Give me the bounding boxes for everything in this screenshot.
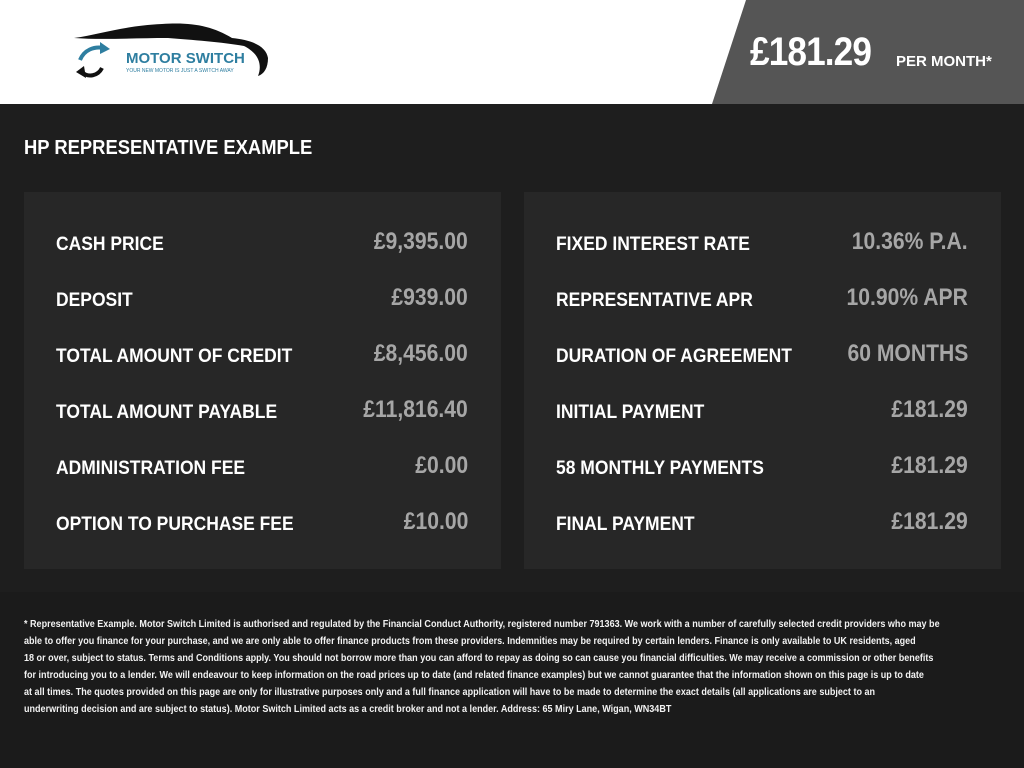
row-value: £181.29 (891, 452, 968, 479)
finance-row: OPTION TO PURCHASE FEE £10.00 (56, 508, 468, 538)
section-title: HP REPRESENTATIVE EXAMPLE (24, 137, 313, 159)
row-label: INITIAL PAYMENT (556, 402, 705, 423)
row-label: DURATION OF AGREEMENT (556, 346, 792, 367)
svg-text:MOTOR SWITCH: MOTOR SWITCH (126, 50, 245, 67)
row-label: REPRESENTATIVE APR (556, 290, 753, 311)
row-value: 10.90% APR (846, 284, 968, 311)
price-banner (712, 0, 1024, 104)
disclaimer-line: able to offer you finance for your purch… (24, 635, 916, 647)
row-value: £0.00 (415, 452, 468, 479)
motor-switch-logo: MOTOR SWITCH YOUR NEW MOTOR IS JUST A SW… (74, 23, 268, 78)
finance-row: 58 MONTHLY PAYMENTS £181.29 (556, 452, 968, 482)
row-label: OPTION TO PURCHASE FEE (56, 514, 294, 535)
row-label: CASH PRICE (56, 234, 164, 255)
disclaimer-line: 18 or over, subject to status. Terms and… (24, 652, 934, 664)
finance-row: TOTAL AMOUNT PAYABLE £11,816.40 (56, 396, 468, 426)
finance-panel-right: FIXED INTEREST RATE 10.36% P.A. REPRESENTA… (524, 192, 1001, 569)
row-label: 58 MONTHLY PAYMENTS (556, 458, 764, 479)
per-month-label: PER MONTH* (896, 53, 992, 70)
disclaimer-line: * Representative Example. Motor Switch L… (24, 618, 940, 630)
row-label: TOTAL AMOUNT PAYABLE (56, 402, 278, 423)
row-label: FINAL PAYMENT (556, 514, 695, 535)
finance-row: FIXED INTEREST RATE 10.36% P.A. (556, 228, 968, 258)
footer: * Representative Example. Motor Switch L… (0, 592, 1024, 768)
finance-row: TOTAL AMOUNT OF CREDIT £8,456.00 (56, 340, 468, 370)
finance-row: REPRESENTATIVE APR 10.90% APR (556, 284, 968, 314)
disclaimer: * Representative Example. Motor Switch L… (24, 616, 1024, 718)
disclaimer-line: underwriting decision and are subject to… (24, 703, 672, 715)
finance-row: DURATION OF AGREEMENT 60 MONTHS (556, 340, 968, 370)
finance-panel-left: CASH PRICE £9,395.00 DEPOSIT £939.00 TOTAL A… (24, 192, 501, 569)
row-value: £181.29 (891, 396, 968, 423)
disclaimer-line: for introducing you to a lender. We will… (24, 669, 924, 681)
monthly-price: £181.29 (750, 30, 872, 74)
row-value: £939.00 (391, 284, 468, 311)
row-value: £181.29 (891, 508, 968, 535)
row-label: DEPOSIT (56, 290, 133, 311)
disclaimer-line: at all times. The quotes provided on thi… (24, 686, 876, 698)
finance-row: INITIAL PAYMENT £181.29 (556, 396, 968, 426)
row-value: £10.00 (403, 508, 468, 535)
finance-row: FINAL PAYMENT £181.29 (556, 508, 968, 538)
row-label: FIXED INTEREST RATE (556, 234, 750, 255)
finance-row: CASH PRICE £9,395.00 (56, 228, 468, 258)
finance-row: ADMINISTRATION FEE £0.00 (56, 452, 468, 482)
row-value: 60 MONTHS (847, 340, 968, 367)
finance-row: DEPOSIT £939.00 (56, 284, 468, 314)
row-label: TOTAL AMOUNT OF CREDIT (56, 346, 293, 367)
row-value: £8,456.00 (374, 340, 468, 367)
row-value: 10.36% P.A. (852, 228, 968, 255)
row-label: ADMINISTRATION FEE (56, 458, 246, 479)
row-value: £9,395.00 (374, 228, 468, 255)
row-value: £11,816.40 (363, 396, 468, 423)
svg-text:YOUR NEW MOTOR IS JUST A SWITC: YOUR NEW MOTOR IS JUST A SWITCH AWAY (126, 68, 234, 74)
